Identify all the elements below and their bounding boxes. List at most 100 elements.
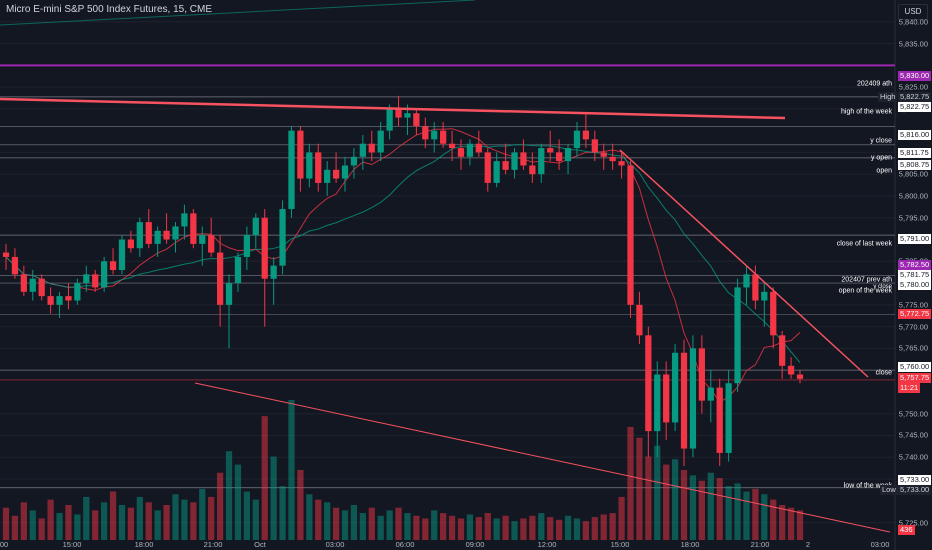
volume-bar bbox=[288, 400, 295, 540]
volume-bar bbox=[689, 475, 697, 540]
volume-bar bbox=[413, 515, 420, 540]
volume-bar bbox=[645, 456, 652, 540]
volume-bar bbox=[199, 488, 206, 540]
volume-bar bbox=[547, 517, 554, 540]
time-tick-label: 2 bbox=[805, 540, 811, 549]
candle-body bbox=[707, 387, 714, 401]
volume-bar bbox=[332, 507, 340, 540]
candle-body bbox=[377, 130, 384, 153]
volume-bar bbox=[761, 494, 768, 540]
volume-bar bbox=[556, 519, 563, 540]
price-tick-label: 5,725.00 bbox=[898, 518, 928, 528]
volume-bar bbox=[779, 505, 786, 540]
price-tag-prev-ath-line: 5,781.75 bbox=[898, 270, 932, 280]
volume-bar bbox=[573, 518, 581, 540]
time-tick-label: 03:00 bbox=[870, 540, 890, 549]
candle-body bbox=[413, 113, 420, 127]
candle-body bbox=[663, 374, 670, 423]
price-tick-label: 5,745.00 bbox=[898, 430, 928, 440]
volume-bar bbox=[83, 496, 90, 540]
currency-button[interactable]: USD bbox=[898, 4, 928, 20]
candle-body bbox=[101, 261, 108, 288]
time-tick-label: 18:00 bbox=[134, 540, 154, 549]
volume-bar bbox=[663, 464, 670, 540]
volume-bar bbox=[297, 470, 304, 540]
high-label-tag: High bbox=[878, 92, 898, 102]
level-label-open-of-week: open of the week bbox=[838, 287, 892, 295]
price-tick-label: 5,765.00 bbox=[898, 343, 928, 353]
volume-bar bbox=[466, 514, 474, 540]
volume-bar bbox=[127, 507, 135, 540]
time-tick-label: 15:00 bbox=[62, 540, 82, 549]
volume-bar bbox=[216, 472, 224, 540]
high-value-tag: 5,822.75 bbox=[898, 92, 932, 102]
volume-bar bbox=[145, 502, 152, 540]
price-tick-label: 5,800.00 bbox=[898, 191, 928, 201]
volume-bar bbox=[261, 416, 268, 540]
candle-body bbox=[627, 165, 634, 305]
candle-body bbox=[118, 239, 126, 270]
volume-bar bbox=[101, 502, 108, 540]
volume-bar bbox=[484, 513, 491, 540]
candle-body bbox=[199, 235, 206, 244]
volume-bar bbox=[92, 510, 99, 540]
volume-bar bbox=[591, 517, 598, 540]
trendline-upper-green bbox=[0, 0, 476, 26]
candle-body bbox=[404, 113, 411, 118]
price-tag-5830: 5,830.00 bbox=[898, 71, 932, 81]
candle-body bbox=[341, 165, 349, 179]
volume-bar bbox=[725, 486, 732, 540]
volume-bar bbox=[234, 464, 242, 540]
volume-bar bbox=[502, 515, 509, 540]
volume-bar bbox=[431, 510, 438, 540]
candle-body bbox=[38, 278, 45, 297]
volume-bar bbox=[770, 499, 777, 540]
candle-body bbox=[457, 148, 465, 157]
candle-body bbox=[779, 335, 786, 366]
candle-body bbox=[520, 152, 527, 166]
candle-body bbox=[243, 235, 250, 257]
volume-bar bbox=[74, 514, 81, 540]
price-tag-close-last-week: 5,791.00 bbox=[898, 234, 932, 244]
low-value-tag: 5,733.00 bbox=[898, 485, 932, 495]
candle-body bbox=[654, 374, 661, 432]
volume-bar bbox=[190, 502, 197, 540]
time-tick-label: 03:00 bbox=[325, 540, 345, 549]
trendline-top bbox=[0, 97, 786, 120]
candle-body bbox=[136, 222, 143, 249]
candle-body bbox=[725, 383, 732, 453]
level-label-202409-ath: 202409 ath bbox=[856, 80, 892, 88]
price-tag-week-high: 5,822.75 bbox=[898, 102, 932, 112]
candle-body bbox=[734, 287, 741, 384]
candle-body bbox=[47, 296, 54, 305]
candle-body bbox=[448, 143, 456, 149]
candle-body bbox=[431, 130, 438, 140]
moving-average-fast bbox=[5, 128, 801, 403]
volume-bar bbox=[172, 494, 179, 540]
candle-body bbox=[2, 252, 10, 257]
volume-bar bbox=[636, 437, 643, 540]
candle-body bbox=[743, 274, 750, 288]
candle-body bbox=[297, 130, 304, 179]
low-label-tag: Low bbox=[880, 485, 898, 495]
volume-bar bbox=[279, 486, 286, 540]
candle-body bbox=[154, 230, 161, 244]
countdown-tag: 11:21 bbox=[898, 383, 921, 393]
candle-body bbox=[493, 161, 500, 183]
moving-average-slow bbox=[5, 144, 801, 363]
price-tag-5772: 5,772.75 bbox=[898, 309, 932, 319]
volume-bar bbox=[787, 507, 795, 540]
candle-body bbox=[582, 130, 590, 140]
volume-bar bbox=[600, 514, 607, 540]
price-tick-label: 5,825.00 bbox=[898, 82, 928, 92]
volume-bar bbox=[154, 510, 161, 540]
volume-bar bbox=[457, 518, 465, 540]
level-label-open: open bbox=[876, 167, 892, 175]
volume-bar bbox=[493, 518, 500, 540]
time-tick-label: 21:00 bbox=[203, 540, 223, 549]
volume-bar bbox=[707, 472, 714, 540]
volume-bar bbox=[529, 515, 536, 540]
volume-bar bbox=[671, 459, 679, 540]
